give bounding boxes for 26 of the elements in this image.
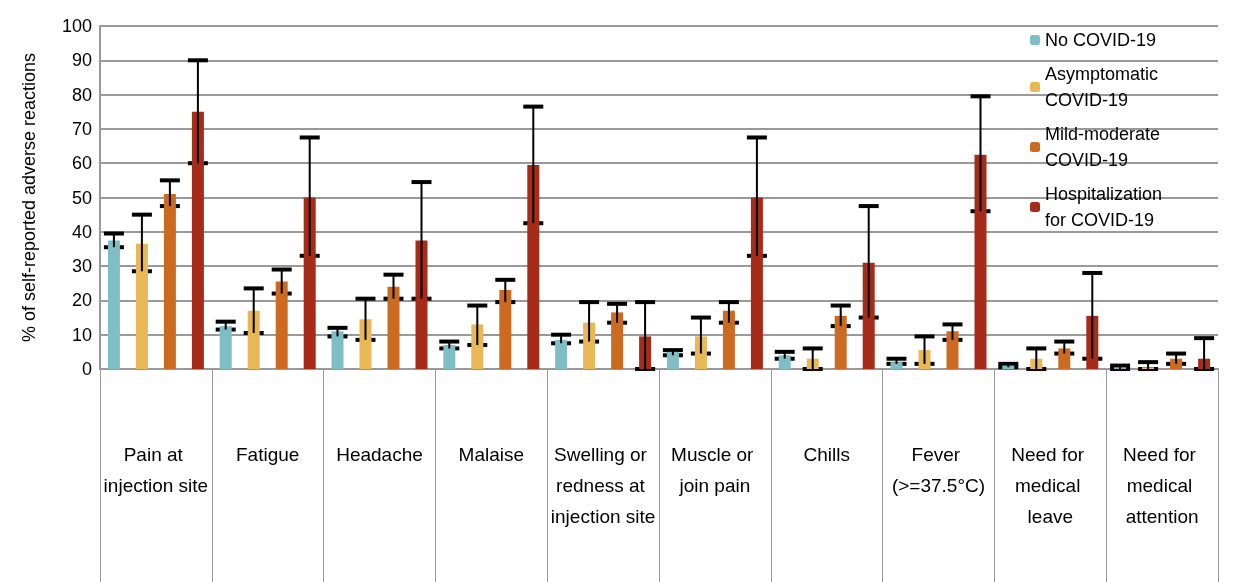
y-tick-label: 10 bbox=[71, 324, 92, 345]
legend-label: Hospitalization for COVID-19 bbox=[1045, 184, 1168, 230]
legend-label: Mild-moderate COVID-19 bbox=[1045, 124, 1166, 170]
x-tick-label: Fever (>=37.5°C) bbox=[891, 444, 986, 496]
y-tick-label: 80 bbox=[71, 84, 92, 105]
y-tick-label: 100 bbox=[61, 16, 92, 36]
y-tick-label: 50 bbox=[71, 187, 92, 208]
x-tick-label: Muscle or join pain bbox=[671, 444, 759, 496]
y-tick-label: 0 bbox=[81, 359, 92, 379]
y-tick-label: 20 bbox=[71, 290, 92, 311]
x-tick-label: Swelling or redness at injection site bbox=[550, 444, 656, 527]
legend-label: No COVID-19 bbox=[1045, 30, 1157, 50]
x-tick-label: Headache bbox=[336, 444, 423, 465]
y-axis-title: % of self-reported adverse reactions bbox=[19, 52, 39, 343]
x-tick-label: Fatigue bbox=[236, 444, 300, 465]
x-tick-label: Chills bbox=[803, 444, 850, 465]
x-tick-label: Need for medical attention bbox=[1123, 444, 1202, 527]
y-tick-label: 30 bbox=[71, 256, 92, 277]
y-tick-label: 90 bbox=[71, 50, 92, 71]
x-tick-label: Pain at injection site bbox=[103, 444, 209, 496]
legend-label: Asymptomatic COVID-19 bbox=[1045, 64, 1164, 110]
y-tick-label: 60 bbox=[71, 153, 92, 174]
x-tick-label: Malaise bbox=[458, 444, 525, 465]
x-tick-label: Need for medical leave bbox=[1011, 444, 1090, 527]
y-tick-label: 40 bbox=[71, 221, 92, 242]
y-tick-label: 70 bbox=[71, 118, 92, 139]
